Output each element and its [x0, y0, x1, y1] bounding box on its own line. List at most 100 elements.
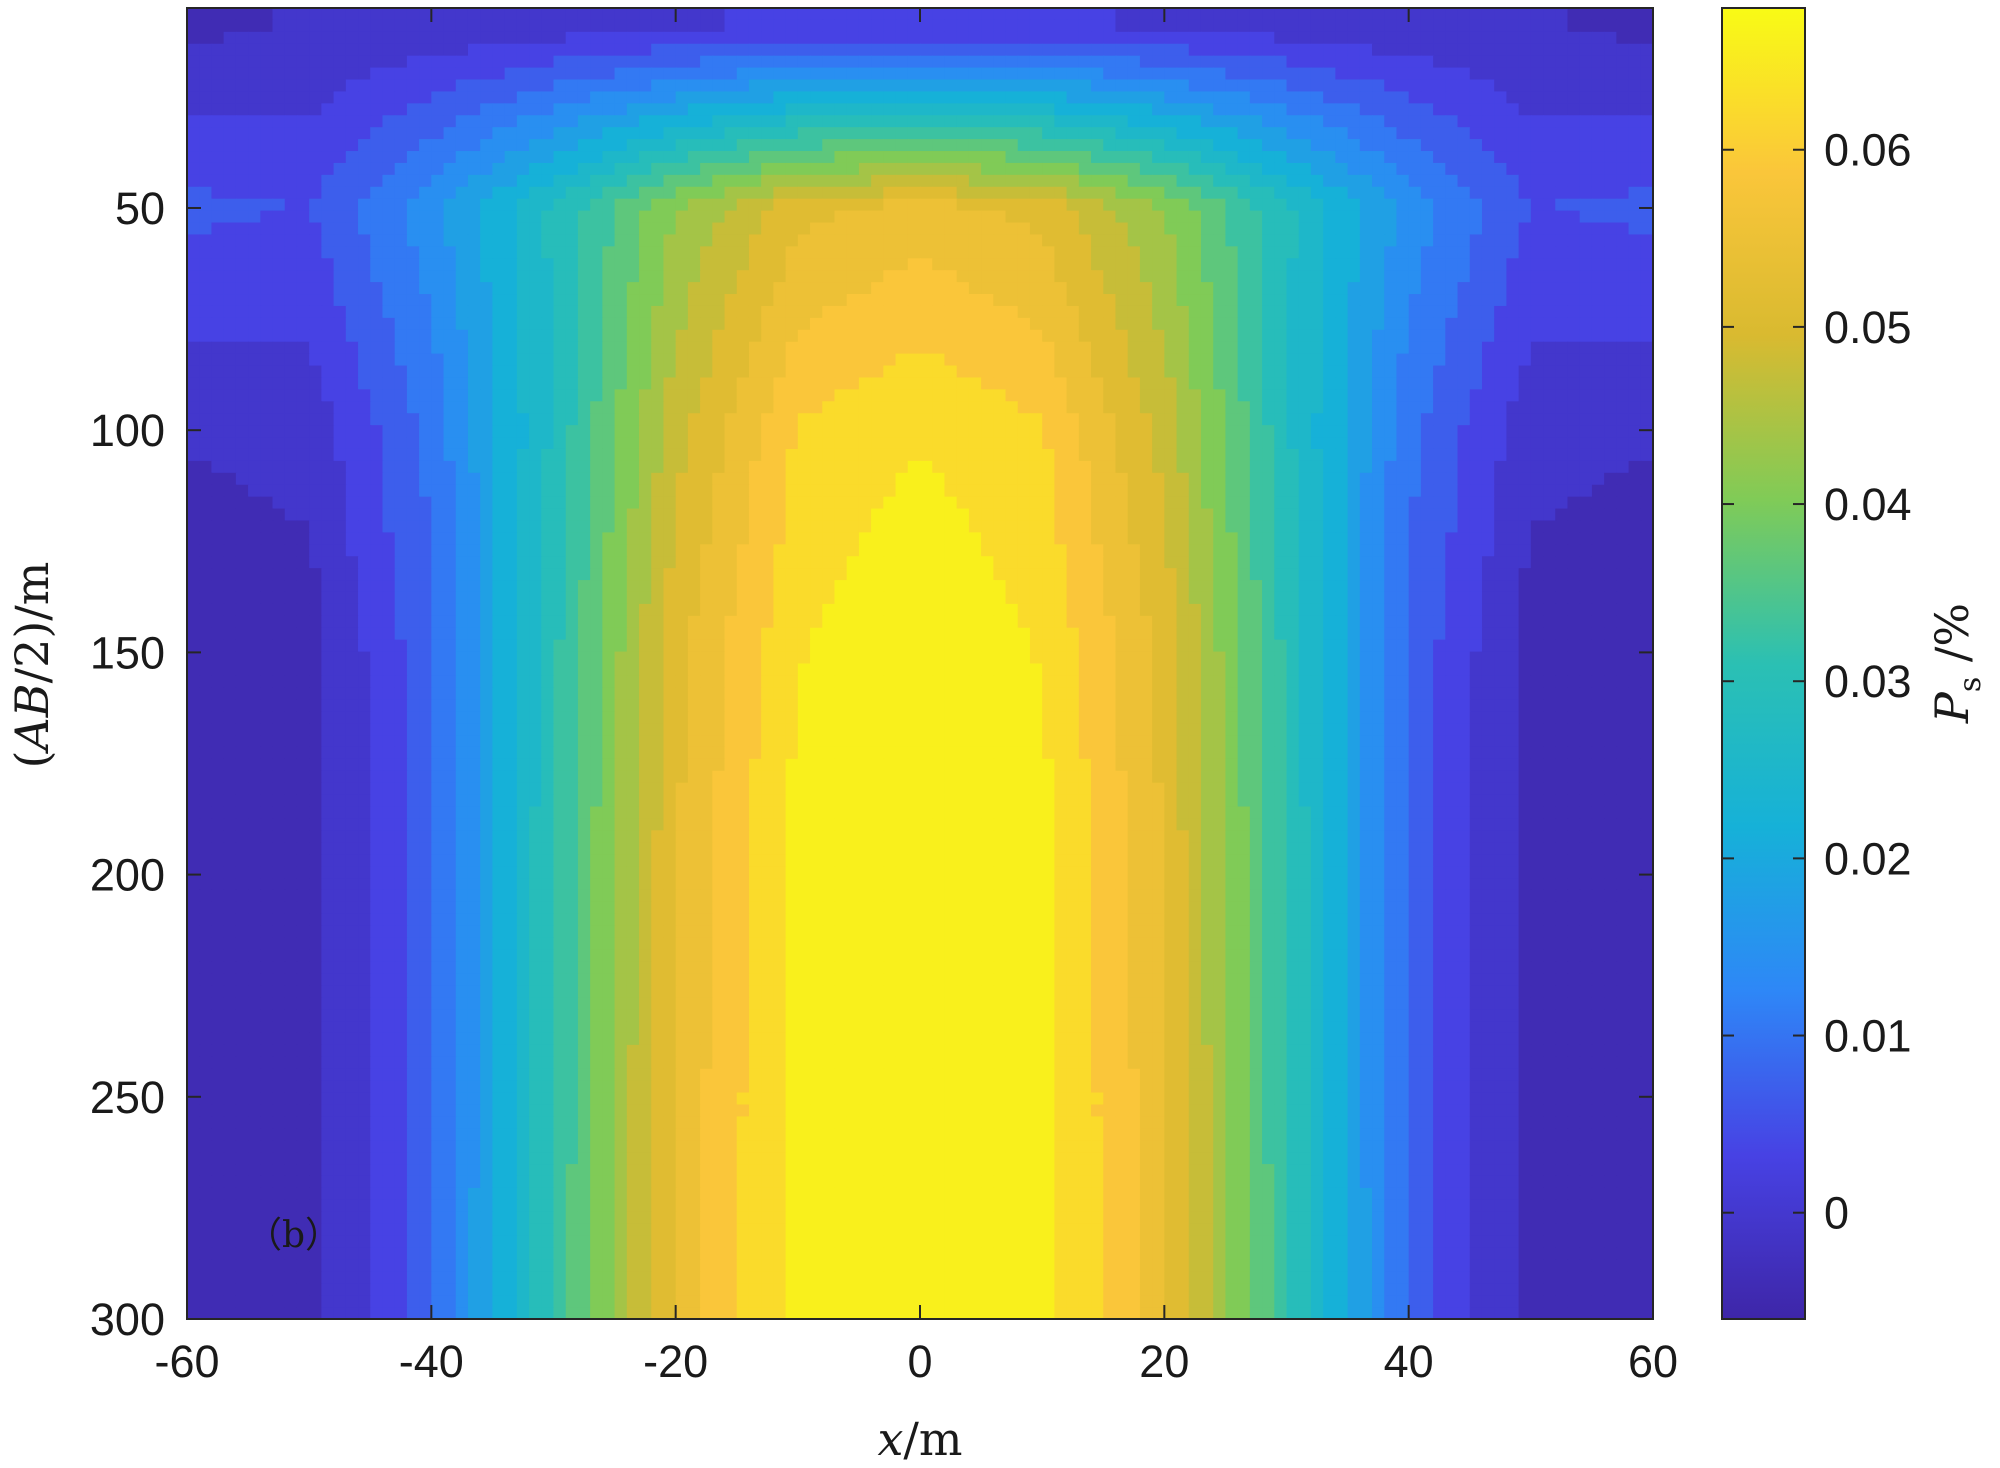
contour-cell	[1481, 437, 1495, 450]
contour-cell	[211, 413, 225, 426]
contour-cell	[1274, 198, 1288, 212]
contour-cell	[981, 55, 995, 69]
contour-cell	[516, 448, 530, 462]
contour-cell	[1262, 460, 1276, 474]
contour-cell	[504, 329, 518, 343]
contour-cell	[748, 127, 762, 140]
contour-cell	[406, 329, 420, 343]
contour-cell	[1396, 31, 1410, 45]
contour-cell	[480, 162, 494, 176]
contour-cell	[309, 246, 323, 260]
contour-cell	[1506, 270, 1520, 283]
contour-cell	[1005, 198, 1019, 212]
contour-cell	[1274, 246, 1288, 260]
contour-cell	[614, 174, 628, 188]
contour-cell	[907, 55, 921, 69]
contour-cell	[1347, 413, 1361, 426]
contour-cell	[1262, 353, 1276, 367]
contour-cell	[1237, 91, 1251, 105]
contour-cell	[871, 127, 885, 140]
contour-cell	[1445, 43, 1459, 57]
contour-cell	[1347, 484, 1361, 498]
contour-cell	[406, 79, 420, 93]
contour-cell	[1359, 8, 1373, 21]
contour-cell	[1555, 67, 1569, 81]
contour-cell	[675, 460, 689, 474]
contour-cell	[1225, 115, 1239, 128]
contour-cell	[455, 198, 469, 212]
contour-cell	[968, 139, 982, 152]
contour-cell	[675, 389, 689, 403]
contour-cell	[993, 282, 1007, 295]
contour-cell	[920, 365, 934, 379]
contour-cell	[1188, 377, 1202, 391]
contour-cell	[370, 234, 384, 248]
contour-cell	[1249, 365, 1263, 379]
contour-cell	[1616, 472, 1630, 486]
contour-cell	[516, 67, 530, 81]
contour-cell	[1396, 115, 1410, 128]
contour-cell	[467, 496, 481, 510]
contour-cell	[687, 174, 701, 188]
contour-cell	[993, 389, 1007, 403]
contour-cell	[1005, 31, 1019, 45]
contour-cell	[675, 448, 689, 462]
contour-cell	[1433, 341, 1447, 355]
contour-cell	[651, 484, 665, 498]
contour-cell	[565, 43, 579, 57]
contour-cell	[822, 139, 836, 152]
contour-cell	[1237, 389, 1251, 403]
contour-cell	[455, 437, 469, 450]
contour-cell	[981, 496, 995, 510]
contour-cell	[431, 103, 445, 117]
contour-cell	[1225, 67, 1239, 81]
contour-cell	[223, 401, 237, 415]
contour-cell	[260, 91, 274, 105]
contour-cell	[907, 151, 921, 164]
contour-cell	[871, 198, 885, 212]
contour-cell	[773, 19, 787, 33]
contour-cell	[1115, 55, 1129, 69]
contour-cell	[651, 127, 665, 140]
contour-cell	[1176, 91, 1190, 105]
contour-cell	[724, 43, 738, 57]
contour-cell	[480, 8, 494, 21]
contour-cell	[1005, 103, 1019, 117]
contour-cell	[1103, 472, 1117, 486]
contour-cell	[223, 258, 237, 271]
contour-cell	[1213, 425, 1227, 438]
contour-cell	[1469, 270, 1483, 283]
contour-cell	[663, 55, 677, 69]
contour-cell	[1347, 258, 1361, 271]
contour-cell	[1604, 67, 1618, 81]
contour-cell	[296, 496, 310, 510]
contour-cell	[687, 162, 701, 176]
contour-cell	[810, 389, 824, 403]
contour-cell	[382, 425, 396, 438]
contour-cell	[1286, 377, 1300, 391]
contour-cell	[419, 496, 433, 510]
contour-cell	[260, 425, 274, 438]
contour-cell	[455, 365, 469, 379]
contour-cell	[1152, 294, 1166, 307]
contour-cell	[516, 282, 530, 295]
contour-cell	[834, 8, 848, 21]
contour-cell	[871, 389, 885, 403]
contour-cell	[1347, 234, 1361, 248]
contour-cell	[260, 103, 274, 117]
contour-cell	[1359, 484, 1373, 498]
contour-cell	[1335, 91, 1349, 105]
contour-cell	[1066, 127, 1080, 140]
contour-cell	[565, 317, 579, 331]
contour-cell	[1139, 389, 1153, 403]
contour-cell	[626, 127, 640, 140]
contour-cell	[406, 377, 420, 391]
contour-cell	[1139, 234, 1153, 248]
contour-cell	[260, 174, 274, 188]
contour-cell	[272, 305, 286, 319]
contour-cell	[1567, 329, 1581, 343]
contour-cell	[1506, 91, 1520, 105]
contour-cell	[1200, 437, 1214, 450]
contour-cell	[871, 19, 885, 33]
contour-cell	[577, 472, 591, 486]
